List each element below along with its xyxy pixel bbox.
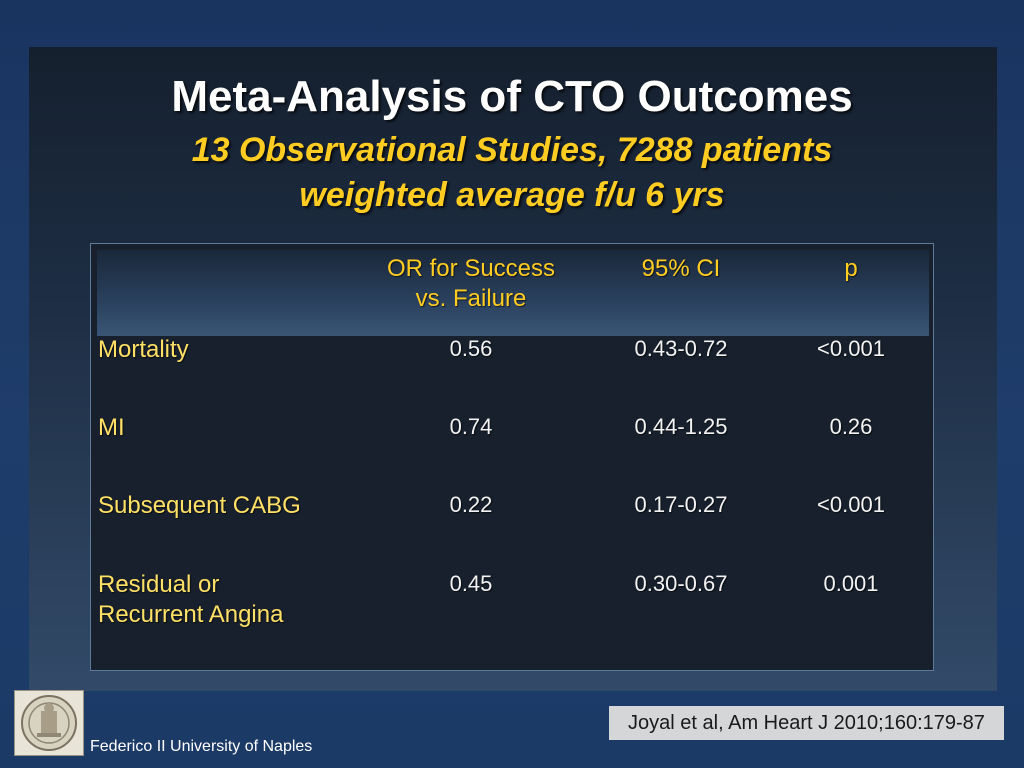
cell-ci: 0.17-0.27 bbox=[634, 492, 728, 517]
header-ci: 95% CI bbox=[641, 255, 721, 282]
cell-p: 0.001 bbox=[823, 571, 879, 596]
cell-or: 0.56 bbox=[449, 336, 493, 361]
header-or: OR for Success vs. Failure bbox=[386, 255, 556, 312]
cell-p: 0.26 bbox=[829, 414, 873, 439]
row-label-residual-angina: Residual or Recurrent Angina bbox=[98, 571, 284, 628]
cell-ci: 0.30-0.67 bbox=[634, 571, 728, 596]
cell-or: 0.74 bbox=[449, 414, 493, 439]
cell-p: <0.001 bbox=[817, 336, 885, 361]
header-p: p bbox=[844, 255, 858, 282]
row-label-mortality: Mortality bbox=[98, 336, 189, 363]
citation: Joyal et al, Am Heart J 2010;160:179-87 bbox=[609, 706, 1004, 740]
row-label-subsequent-cabg: Subsequent CABG bbox=[98, 492, 301, 519]
slide-subtitle-line2: weighted average f/u 6 yrs bbox=[299, 176, 725, 214]
row-label-mi: MI bbox=[98, 414, 125, 441]
cell-or: 0.22 bbox=[449, 492, 493, 517]
slide-subtitle-line1: 13 Observational Studies, 7288 patients bbox=[191, 131, 833, 169]
outcomes-table: OR for Success vs. Failure 95% CI p Mort… bbox=[90, 243, 934, 671]
university-name: Federico II University of Naples bbox=[90, 738, 313, 755]
cell-ci: 0.44-1.25 bbox=[634, 414, 728, 439]
cell-p: <0.001 bbox=[817, 492, 885, 517]
table-header bbox=[97, 250, 929, 336]
cell-ci: 0.43-0.72 bbox=[634, 336, 728, 361]
university-seal-icon bbox=[14, 690, 84, 756]
cell-or: 0.45 bbox=[449, 571, 493, 596]
slide-title: Meta-Analysis of CTO Outcomes bbox=[171, 72, 853, 121]
